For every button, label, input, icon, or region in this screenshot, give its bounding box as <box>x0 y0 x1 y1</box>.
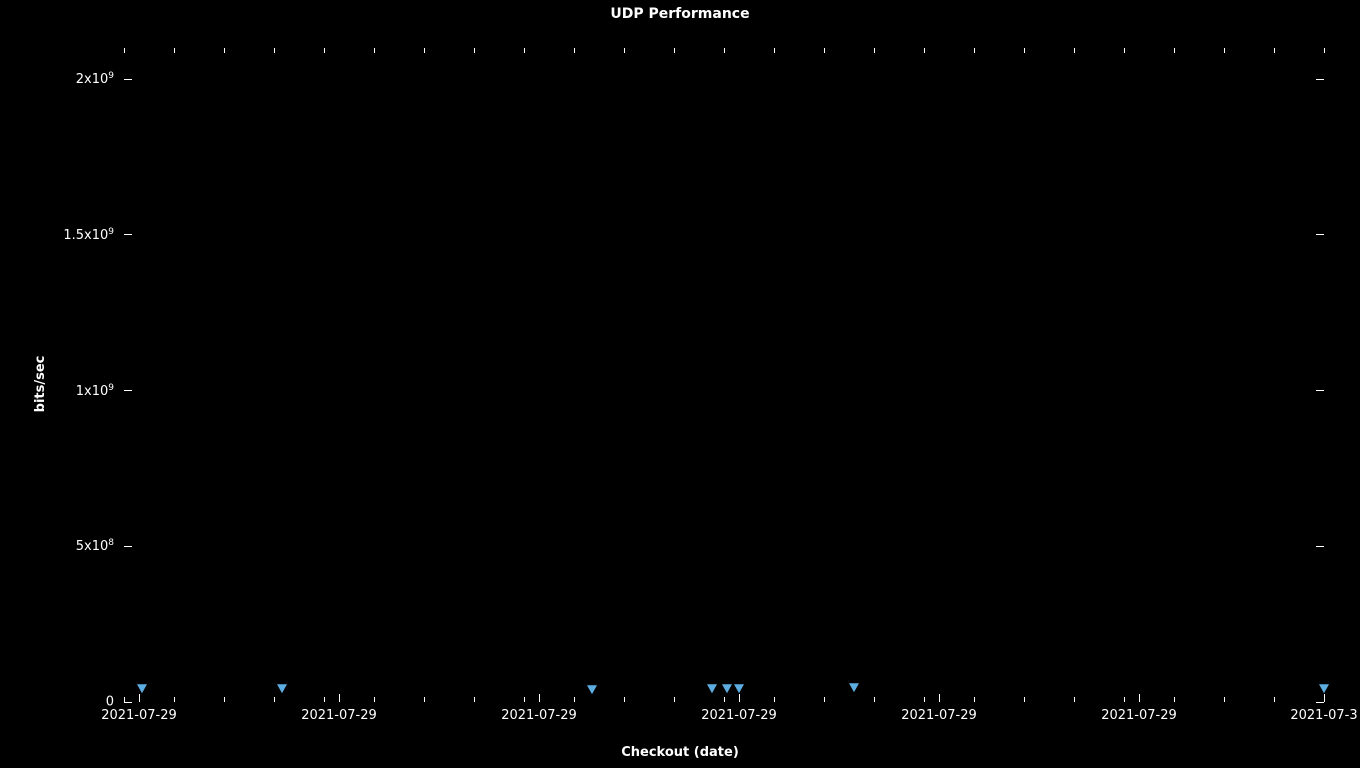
y-tick-mark <box>124 702 132 703</box>
x-minor-tick <box>124 48 125 53</box>
y-tick-mark <box>1316 79 1324 80</box>
y-tick-mark <box>124 546 132 547</box>
x-minor-tick <box>424 697 425 702</box>
x-major-tick <box>339 694 340 702</box>
chart-container: UDP Performance bits/sec Checkout (date)… <box>0 0 1360 768</box>
x-minor-tick <box>1174 48 1175 53</box>
x-minor-tick <box>1224 48 1225 53</box>
x-axis-label: Checkout (date) <box>621 745 739 760</box>
x-minor-tick <box>924 697 925 702</box>
x-minor-tick <box>624 48 625 53</box>
data-point-marker <box>734 684 744 693</box>
y-tick-mark <box>1316 546 1324 547</box>
x-minor-tick <box>424 48 425 53</box>
x-tick-label: 2021-07-29 <box>701 708 777 723</box>
x-minor-tick <box>374 48 375 53</box>
x-tick-label: 2021-07-29 <box>1101 708 1177 723</box>
x-major-tick <box>739 694 740 702</box>
plot-area <box>124 48 1324 702</box>
x-minor-tick <box>774 697 775 702</box>
data-point-marker <box>722 684 732 693</box>
x-minor-tick <box>874 48 875 53</box>
x-minor-tick <box>974 48 975 53</box>
x-tick-label: 2021-07-29 <box>301 708 377 723</box>
x-minor-tick <box>1024 697 1025 702</box>
x-tick-label: 2021-07-29 <box>901 708 977 723</box>
x-minor-tick <box>324 697 325 702</box>
x-major-tick <box>1324 694 1325 702</box>
data-point-marker <box>277 684 287 693</box>
y-tick-mark <box>124 390 132 391</box>
x-minor-tick <box>574 697 575 702</box>
x-minor-tick <box>224 697 225 702</box>
x-minor-tick <box>274 48 275 53</box>
x-minor-tick <box>574 48 575 53</box>
y-tick-label: 1.5x109 <box>63 227 114 243</box>
x-minor-tick <box>524 48 525 53</box>
x-minor-tick <box>124 697 125 702</box>
x-minor-tick <box>224 48 225 53</box>
x-minor-tick <box>674 48 675 53</box>
x-minor-tick <box>274 697 275 702</box>
x-tick-label: 2021-07-3 <box>1290 708 1357 723</box>
x-minor-tick <box>174 48 175 53</box>
x-minor-tick <box>724 697 725 702</box>
y-axis-label: bits/sec <box>33 356 48 413</box>
x-minor-tick <box>1074 697 1075 702</box>
x-minor-tick <box>374 697 375 702</box>
chart-title: UDP Performance <box>610 6 749 22</box>
y-tick-mark <box>1316 390 1324 391</box>
x-minor-tick <box>474 697 475 702</box>
data-point-marker <box>587 685 597 694</box>
x-minor-tick <box>1274 48 1275 53</box>
x-minor-tick <box>1274 697 1275 702</box>
x-minor-tick <box>1124 48 1125 53</box>
x-minor-tick <box>624 697 625 702</box>
x-minor-tick <box>474 48 475 53</box>
x-minor-tick <box>874 697 875 702</box>
y-tick-mark <box>124 234 132 235</box>
y-tick-mark <box>124 79 132 80</box>
x-minor-tick <box>974 697 975 702</box>
data-point-marker <box>707 685 717 694</box>
y-tick-label: 5x108 <box>76 538 114 554</box>
x-minor-tick <box>1174 697 1175 702</box>
x-minor-tick <box>674 697 675 702</box>
y-tick-mark <box>1316 234 1324 235</box>
x-major-tick <box>939 694 940 702</box>
data-point-marker <box>137 684 147 693</box>
y-tick-label: 2x109 <box>76 71 114 87</box>
data-point-marker <box>849 683 859 692</box>
x-minor-tick <box>824 697 825 702</box>
x-minor-tick <box>1124 697 1125 702</box>
x-minor-tick <box>1074 48 1075 53</box>
x-tick-label: 2021-07-29 <box>101 708 177 723</box>
x-minor-tick <box>1324 48 1325 53</box>
x-minor-tick <box>174 697 175 702</box>
x-tick-label: 2021-07-29 <box>501 708 577 723</box>
x-minor-tick <box>324 48 325 53</box>
data-point-marker <box>1319 684 1329 693</box>
x-minor-tick <box>524 697 525 702</box>
x-minor-tick <box>774 48 775 53</box>
y-tick-label: 1x109 <box>76 382 114 398</box>
x-minor-tick <box>724 48 725 53</box>
x-minor-tick <box>824 48 825 53</box>
x-minor-tick <box>924 48 925 53</box>
x-major-tick <box>1139 694 1140 702</box>
x-minor-tick <box>1224 697 1225 702</box>
x-minor-tick <box>1024 48 1025 53</box>
x-major-tick <box>139 694 140 702</box>
x-major-tick <box>539 694 540 702</box>
